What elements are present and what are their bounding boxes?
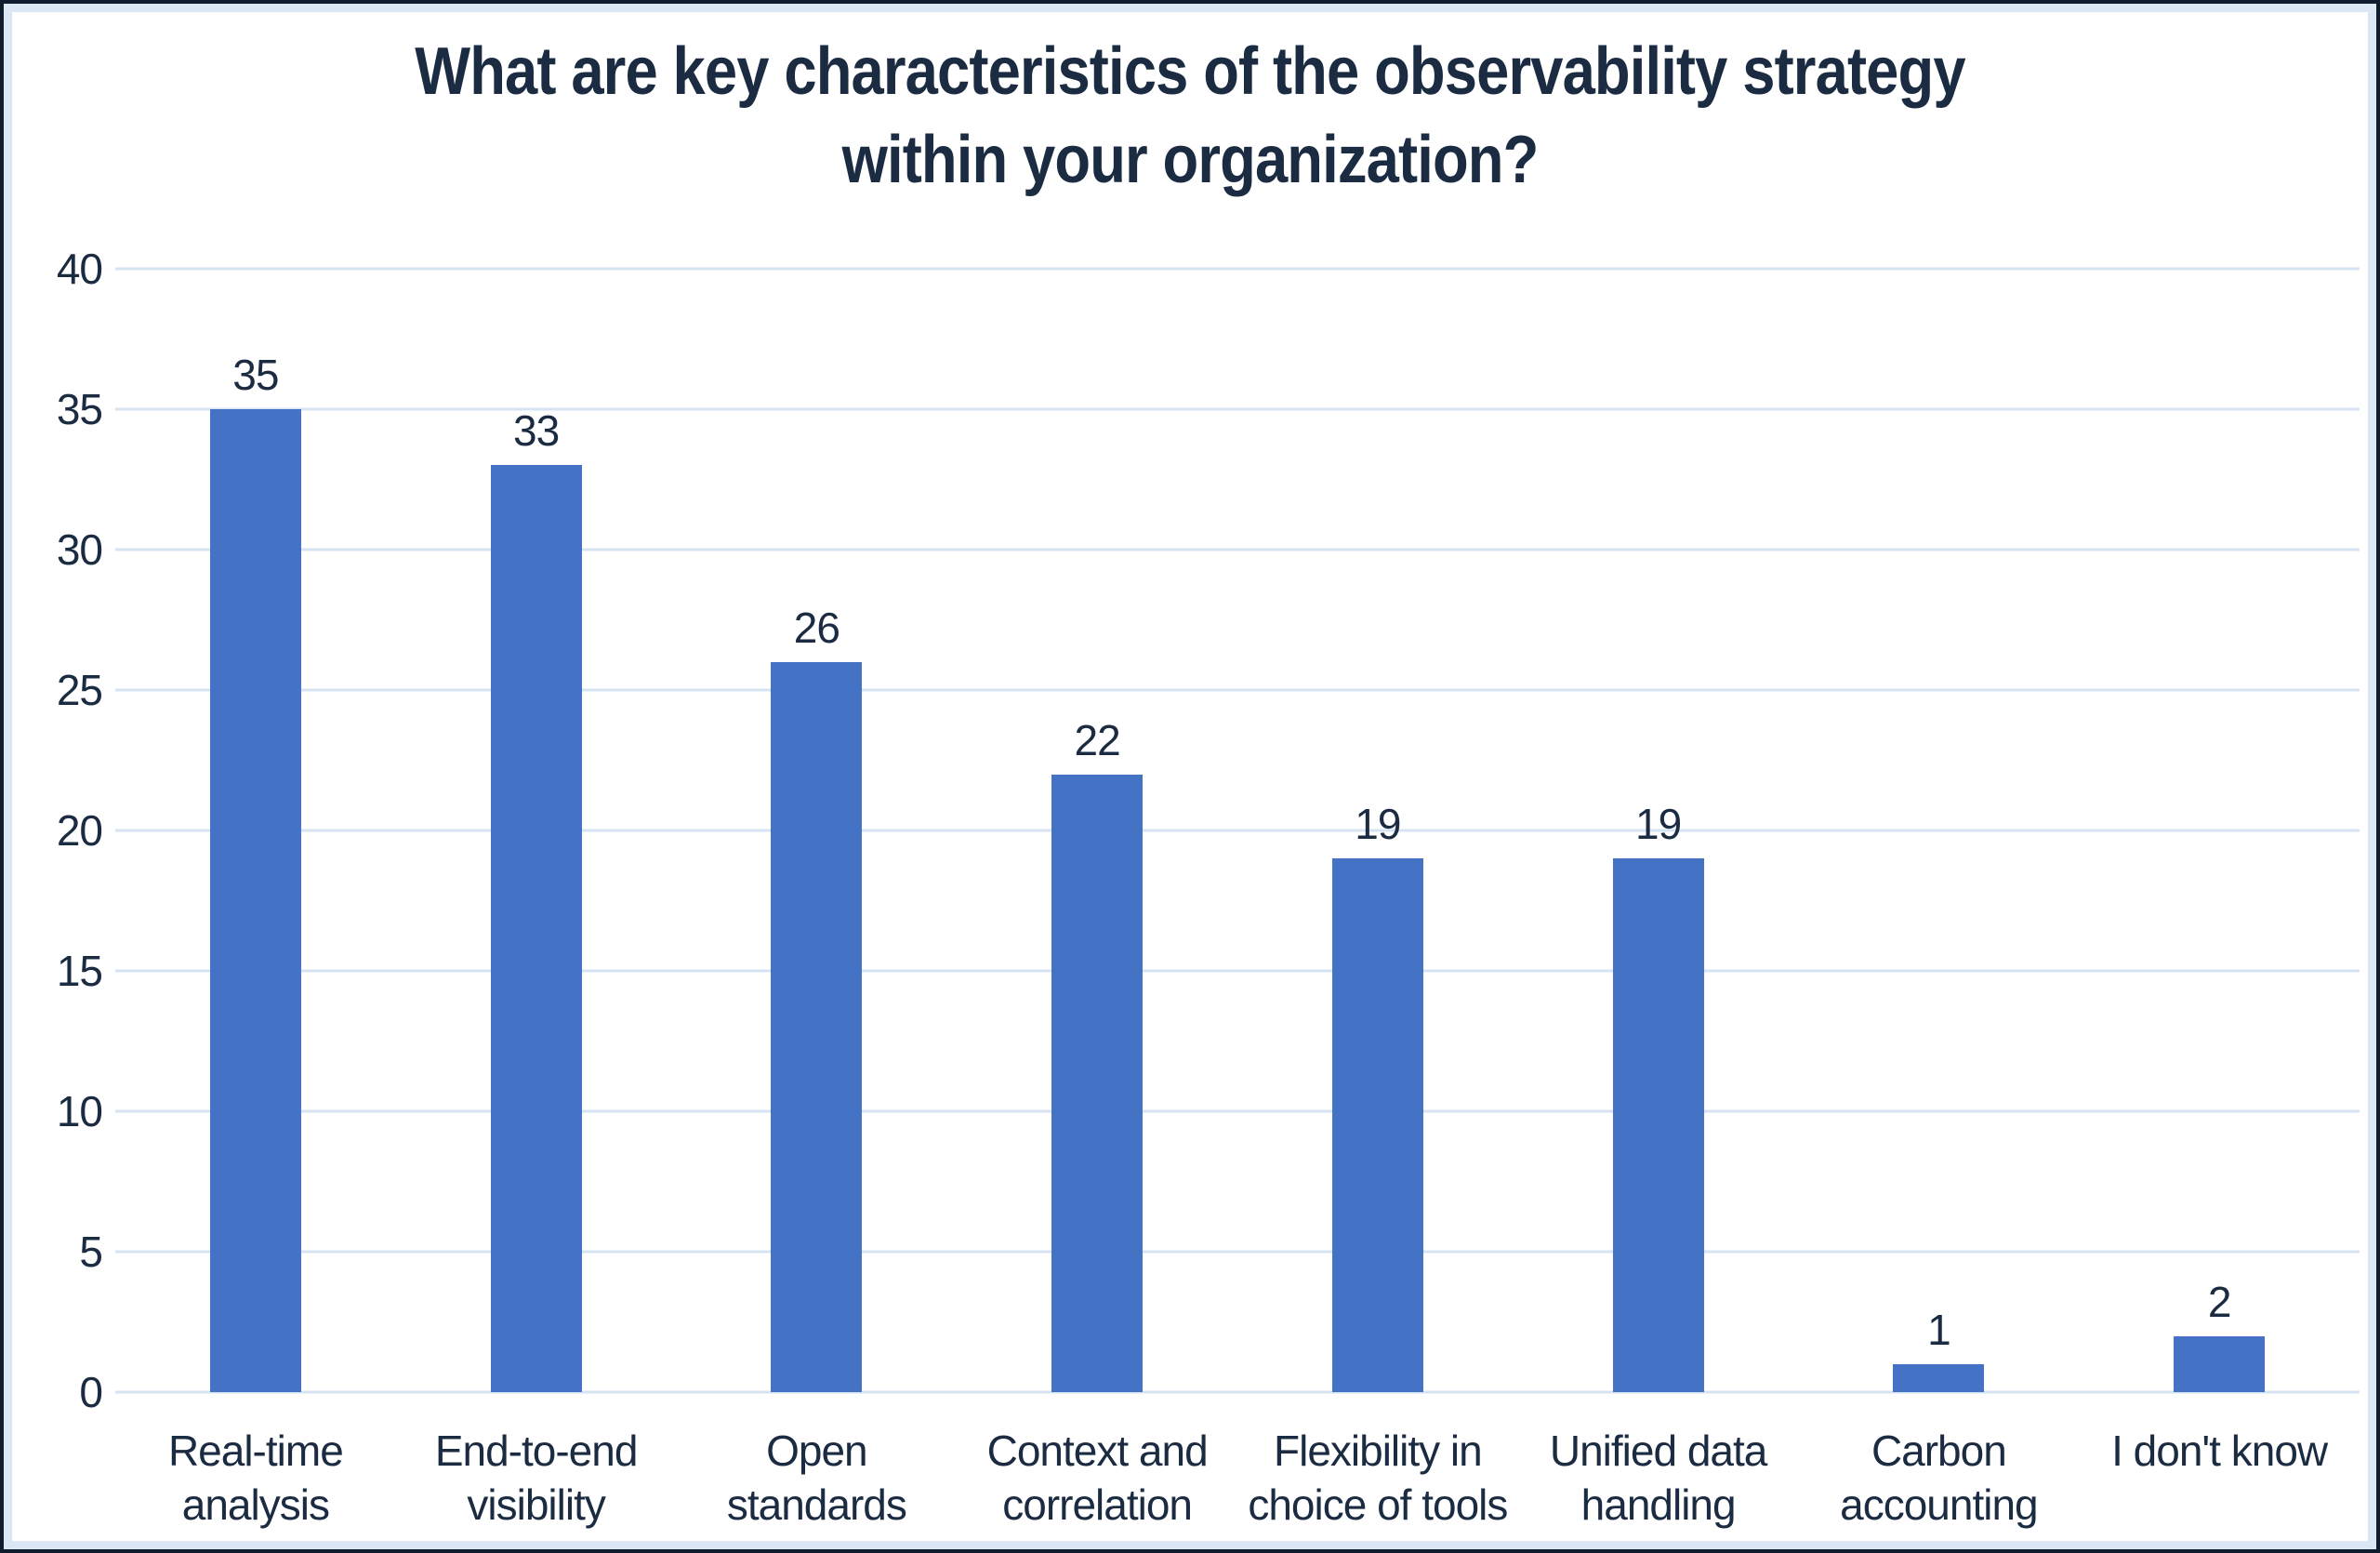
gridline	[115, 548, 2360, 551]
x-axis-label-line: Real-time	[167, 1427, 344, 1475]
x-axis-label-line: handling	[1580, 1480, 1737, 1529]
y-tick-label: 35	[56, 385, 103, 433]
gridline	[115, 1390, 2360, 1394]
chart-title-line-1: What are key characteristics of the obse…	[415, 34, 1965, 109]
bar	[1051, 774, 1144, 1392]
y-tick-label: 10	[56, 1087, 103, 1135]
x-axis-label-line: Flexibility in	[1274, 1427, 1483, 1475]
x-axis-label-line: analysis	[181, 1480, 330, 1529]
bar	[2174, 1335, 2266, 1392]
chart-title: What are key characteristics of the obse…	[146, 28, 2234, 205]
y-tick-label: 30	[56, 525, 103, 574]
x-axis-label-line: correlation	[1002, 1480, 1193, 1529]
bar-value-label: 22	[1074, 715, 1121, 764]
x-axis-label: Flexibility in choice of tools	[1237, 1425, 1518, 1533]
bar	[490, 465, 582, 1392]
gridline	[115, 829, 2360, 832]
bar-value-label: 35	[232, 351, 279, 399]
x-axis-label-line: Open	[766, 1427, 868, 1475]
bar-value-label: 2	[2207, 1277, 2232, 1326]
x-axis-label: End-to-end visibility	[396, 1425, 677, 1533]
x-axis-label-line: choice of tools	[1248, 1480, 1508, 1529]
bar-value-label: 1	[1927, 1305, 1951, 1354]
x-axis-label-line: standards	[726, 1480, 907, 1529]
bar	[1893, 1363, 1985, 1392]
plot-area: 35 33 26 22 19 19 1 2	[115, 267, 2360, 1394]
chart-title-line-2: within your organization?	[841, 123, 1540, 198]
bar-slot: 35	[115, 269, 396, 1392]
bar-value-label: 26	[793, 603, 840, 652]
gridline	[115, 969, 2360, 973]
bar-slot: 2	[2079, 269, 2360, 1392]
x-axis-label: Unified data handling	[1518, 1425, 1799, 1533]
bar-value-label: 19	[1635, 800, 1682, 849]
x-axis-label-line: Context and	[986, 1427, 1209, 1475]
bar-slot: 1	[1799, 269, 2080, 1392]
x-axis-label-line: Unified data	[1549, 1427, 1767, 1475]
x-axis-label-line: visibility	[467, 1480, 605, 1529]
x-axis-label: I don't know	[2079, 1425, 2360, 1533]
bar-slot: 26	[677, 269, 958, 1392]
x-axis-label: Carbon accounting	[1799, 1425, 2080, 1533]
x-axis-label: Real-time analysis	[115, 1425, 396, 1533]
gridline	[115, 407, 2360, 411]
bar-slot: 19	[1237, 269, 1518, 1392]
x-axis-label-line: accounting	[1840, 1480, 2038, 1529]
y-tick-label: 40	[56, 245, 103, 293]
x-axis: Real-time analysis End-to-end visibility Ope…	[115, 1425, 2360, 1533]
y-tick-label: 0	[79, 1368, 103, 1416]
x-axis-label: Context and correlation	[957, 1425, 1237, 1533]
gridline	[115, 1250, 2360, 1254]
bar	[1612, 858, 1704, 1392]
bar-value-label: 33	[513, 406, 560, 456]
bar-slot: 22	[957, 269, 1237, 1392]
bar-slot: 33	[396, 269, 677, 1392]
gridline	[115, 267, 2360, 271]
x-axis-label-line: I don't know	[2111, 1427, 2328, 1475]
y-tick-label: 20	[56, 806, 103, 855]
y-tick-label: 25	[56, 666, 103, 714]
x-axis-label-line: Carbon	[1871, 1427, 2007, 1475]
gridline	[115, 688, 2360, 692]
x-axis-label-line: End-to-end	[434, 1427, 639, 1475]
bar	[209, 409, 301, 1392]
gridline	[115, 1109, 2360, 1113]
y-tick-label: 15	[56, 947, 103, 995]
x-axis-label: Open standards	[677, 1425, 958, 1533]
bar-slot: 19	[1518, 269, 1799, 1392]
y-tick-label: 5	[79, 1228, 103, 1276]
bar	[771, 661, 863, 1392]
bar	[1331, 858, 1423, 1392]
y-axis: 0 5 10 15 20 25 30 35 40	[17, 247, 103, 1414]
bar-series: 35 33 26 22 19 19 1 2	[115, 269, 2360, 1392]
bar-value-label: 19	[1355, 800, 1401, 849]
